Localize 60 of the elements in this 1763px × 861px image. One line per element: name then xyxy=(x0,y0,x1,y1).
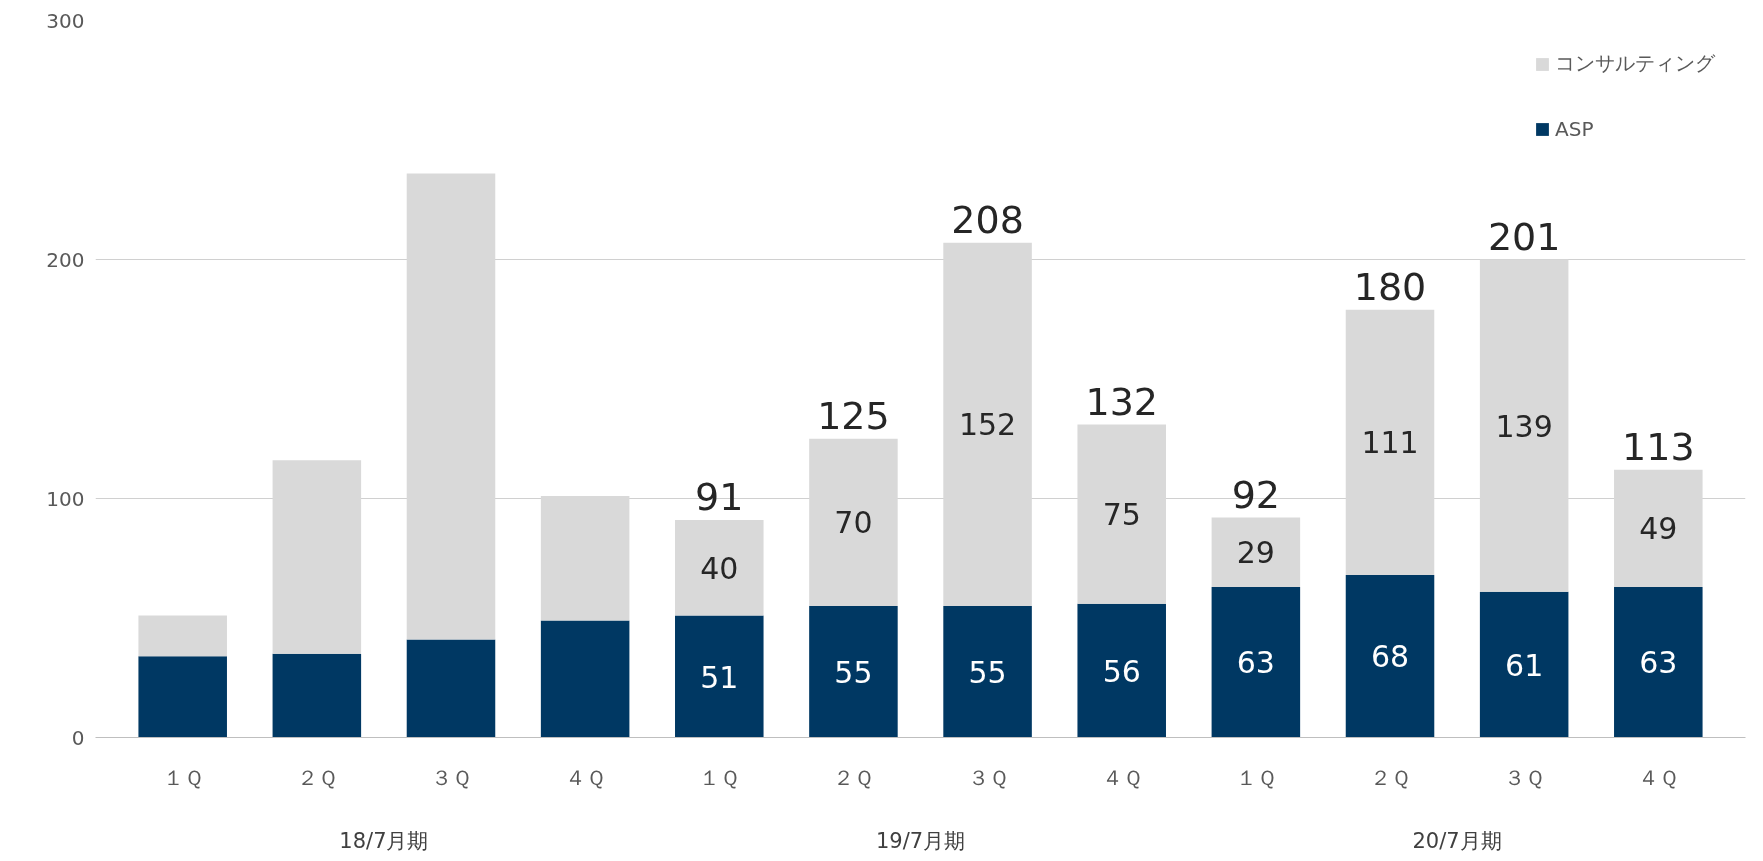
x-tick-label: ４Ｑ xyxy=(1101,765,1142,790)
x-tick-label: １Ｑ xyxy=(1235,765,1276,790)
bar xyxy=(406,639,496,738)
bar xyxy=(809,606,898,738)
y-tick-label: 200 xyxy=(46,247,85,272)
bar xyxy=(540,620,630,738)
total-label: 180 xyxy=(1353,265,1427,310)
total-label: 91 xyxy=(695,475,744,520)
data-label: 63 xyxy=(1639,645,1678,681)
bar xyxy=(138,656,227,738)
text: 20/7月期 xyxy=(1412,828,1502,853)
data-label: 152 xyxy=(958,407,1017,443)
bar xyxy=(1479,591,1569,738)
x-tick-label: ２Ｑ xyxy=(833,765,874,790)
bar xyxy=(138,615,227,657)
y-tick-label: 0 xyxy=(71,725,85,750)
total-label: 125 xyxy=(817,394,890,439)
x-tick-label: ３Ｑ xyxy=(1504,765,1545,790)
data-label: 55 xyxy=(968,654,1007,690)
data-label: 139 xyxy=(1495,408,1553,444)
bar xyxy=(1077,603,1166,738)
data-label: 51 xyxy=(700,659,739,695)
text: 19/7月期 xyxy=(875,828,966,853)
data-label: 75 xyxy=(1102,497,1141,533)
data-label: 55 xyxy=(834,654,873,690)
total-label: 113 xyxy=(1622,425,1695,470)
bar xyxy=(1345,574,1435,738)
bar xyxy=(675,615,764,738)
bar xyxy=(1211,586,1301,738)
y-tick-label: 100 xyxy=(46,486,85,511)
total-label: 208 xyxy=(951,198,1024,243)
bar xyxy=(1211,517,1301,587)
total-label: 201 xyxy=(1487,214,1561,259)
x-tick-label: ３Ｑ xyxy=(967,765,1008,790)
bar xyxy=(943,606,1032,738)
total-label: 132 xyxy=(1085,379,1158,424)
data-label: 49 xyxy=(1639,511,1678,547)
x-tick-label: ２Ｑ xyxy=(296,765,337,790)
data-label: 29 xyxy=(1236,535,1275,571)
x-tick-label: ２Ｑ xyxy=(1370,765,1411,790)
bar xyxy=(675,520,764,616)
x-tick-label: ４Ｑ xyxy=(565,765,606,790)
x-tick-label: ３Ｑ xyxy=(430,765,471,790)
data-label: 111 xyxy=(1361,425,1419,461)
data-label: 56 xyxy=(1102,653,1141,689)
total-label: 92 xyxy=(1231,473,1281,518)
x-tick-label: ４Ｑ xyxy=(1638,765,1679,790)
data-label: 40 xyxy=(700,550,739,586)
y-tick-label: 300 xyxy=(46,8,85,33)
data-label: 61 xyxy=(1505,647,1544,683)
x-tick-label: １Ｑ xyxy=(162,765,203,790)
legend-label: コンサルティング xyxy=(1555,50,1715,77)
x-tick-label: １Ｑ xyxy=(699,765,740,790)
text: 18/7月期 xyxy=(339,828,429,853)
bar xyxy=(1614,586,1703,738)
data-label: 63 xyxy=(1236,645,1275,681)
bar xyxy=(272,653,362,738)
data-label: 70 xyxy=(834,505,873,541)
legend-label: ASP xyxy=(1555,117,1594,141)
data-label: 68 xyxy=(1370,639,1410,675)
